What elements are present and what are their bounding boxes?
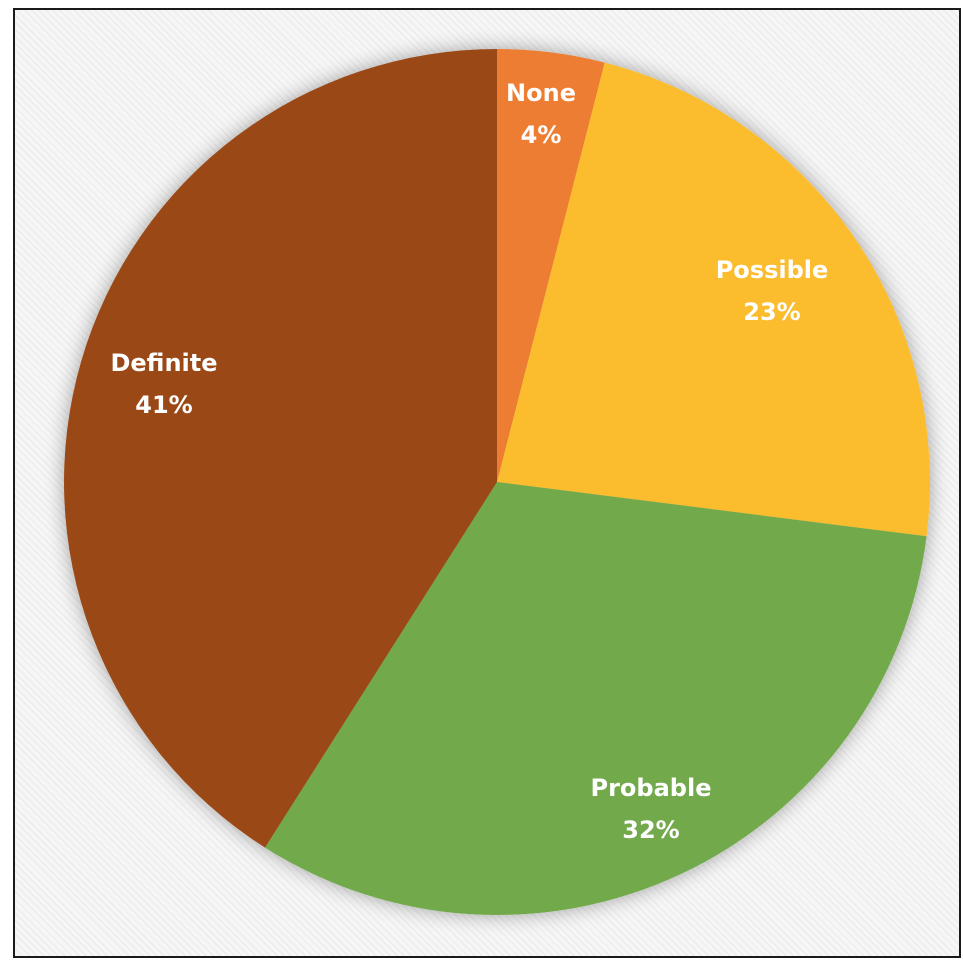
data-label-none-percent: 4%	[521, 121, 562, 149]
data-label-possible-name: Possible	[716, 256, 829, 284]
pie-slice-possible	[497, 62, 931, 537]
pie-slice-definite	[64, 49, 498, 848]
pie-slice-none	[497, 49, 605, 482]
data-label-possible-percent: 23%	[743, 298, 800, 326]
data-label-definite-name: Definite	[110, 349, 217, 377]
pie-slice-probable	[264, 482, 927, 915]
data-label-probable-percent: 32%	[622, 816, 679, 844]
data-label-none-name: None	[506, 79, 576, 107]
data-label-probable-name: Probable	[591, 774, 712, 802]
data-label-definite-percent: 41%	[135, 391, 192, 419]
